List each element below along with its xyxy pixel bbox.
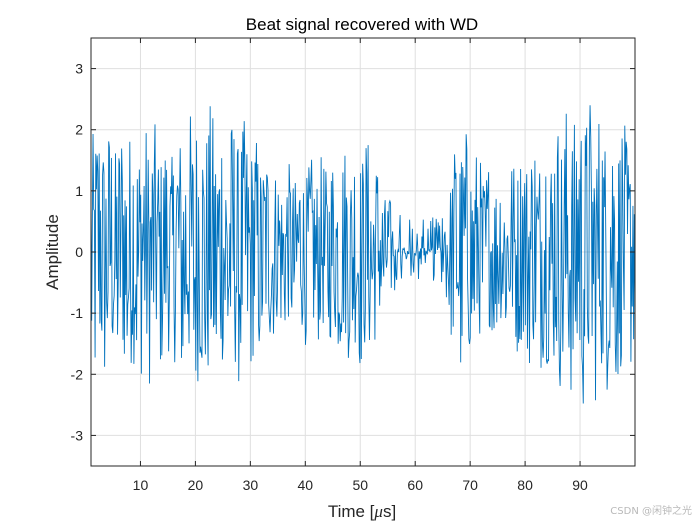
x-tick-label: 40 [298,477,314,493]
tick-marks [91,38,635,466]
x-tick-label: 10 [133,477,149,493]
x-axis-label-mu: μ [373,502,383,521]
y-tick-label: -2 [71,366,84,382]
x-tick-label: 50 [352,477,368,493]
x-axis-label-suffix: s] [383,502,396,521]
y-tick-label: -1 [71,305,84,321]
y-tick-label: -3 [71,427,84,443]
x-tick-labels: 10 20 30 40 50 60 70 80 90 [133,477,588,493]
x-tick-label: 30 [243,477,259,493]
watermark: CSDN @闲钟之光 [610,506,692,517]
beat-signal-line [90,105,636,404]
x-tick-label: 80 [517,477,533,493]
series-group [90,105,636,404]
chart-title: Beat signal recovered with WD [246,15,478,34]
y-tick-labels: -3 -2 -1 0 1 2 3 [71,61,84,444]
x-tick-label: 20 [188,477,204,493]
y-tick-label: 0 [75,244,83,260]
x-tick-label: 70 [462,477,478,493]
y-tick-label: 2 [75,122,83,138]
y-tick-label: 3 [75,61,83,77]
x-axis-label-prefix: Time [ [328,502,375,521]
x-tick-label: 60 [407,477,423,493]
y-tick-label: 1 [75,183,83,199]
y-axis-label: Amplitude [43,214,62,290]
x-axis-label: Time [μs] [328,502,396,521]
x-tick-label: 90 [572,477,588,493]
